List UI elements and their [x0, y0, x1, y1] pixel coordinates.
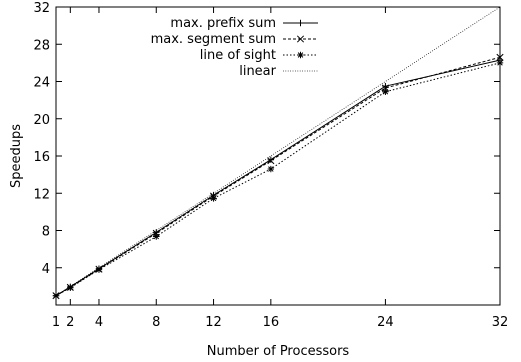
series-2	[52, 59, 504, 299]
data-point	[95, 265, 103, 272]
data-point	[210, 195, 217, 202]
x-tick-label: 16	[263, 315, 280, 330]
x-tick-label: 32	[492, 315, 509, 330]
series-line	[55, 56, 501, 297]
y-tick-label: 24	[33, 76, 50, 91]
legend-label: line of sight	[200, 48, 276, 63]
x-axis-ticks: 1 2 4 8 12 16 24 32	[52, 7, 508, 330]
series-line	[55, 6, 501, 297]
data-point	[67, 283, 74, 291]
y-tick-label: 8	[42, 225, 50, 240]
y-tick-label: 32	[33, 1, 50, 16]
data-point	[297, 51, 304, 59]
data-point	[52, 292, 60, 299]
y-axis-label: Speedups	[9, 124, 24, 188]
series-line	[55, 62, 501, 297]
data-point	[210, 191, 217, 199]
x-axis-label: Number of Processors	[207, 344, 350, 359]
y-tick-label: 16	[33, 150, 50, 165]
data-point	[297, 19, 304, 27]
series-1	[52, 53, 504, 300]
data-point	[153, 233, 160, 240]
data-point	[382, 88, 389, 95]
legend-label: max. segment sum	[151, 32, 276, 47]
y-tick-label: 4	[42, 262, 50, 277]
data-point	[496, 56, 504, 64]
series-0	[52, 56, 504, 299]
x-tick-label: 24	[377, 315, 394, 330]
data-point	[267, 165, 275, 173]
y-tick-label: 12	[33, 187, 50, 202]
data-point	[296, 35, 305, 43]
series-3	[55, 6, 501, 297]
data-point	[382, 82, 389, 90]
y-tick-label: 28	[33, 38, 50, 53]
series-line	[55, 59, 501, 297]
data-point	[267, 156, 275, 163]
x-tick-label: 1	[52, 315, 60, 330]
x-tick-label: 12	[205, 315, 222, 330]
legend-label: linear	[239, 64, 276, 79]
x-tick-label: 4	[95, 315, 103, 330]
series-layer	[52, 6, 504, 300]
y-tick-label: 20	[33, 113, 50, 128]
x-tick-label: 2	[66, 315, 74, 330]
x-tick-label: 8	[152, 315, 160, 330]
y-axis-ticks: 4 8 12 16 20 24 28 32	[33, 1, 500, 277]
legend-label: max. prefix sum	[170, 16, 276, 31]
data-point	[153, 229, 160, 236]
